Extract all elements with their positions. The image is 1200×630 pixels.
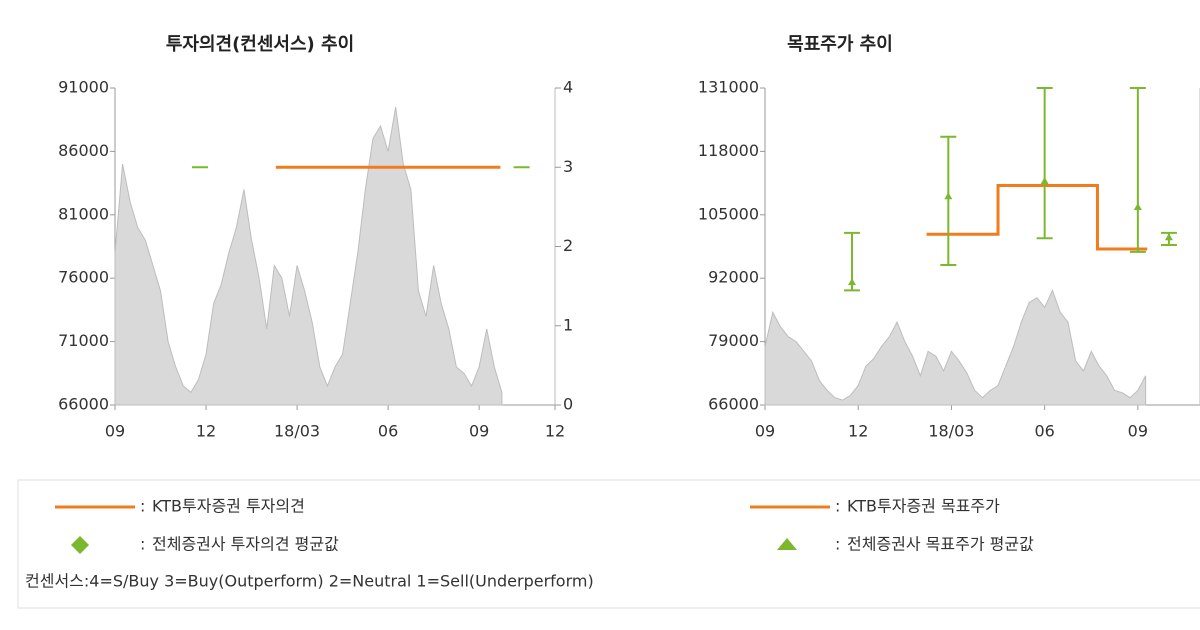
x-tick-label: 09 xyxy=(105,422,125,441)
y-tick-label: 92000 xyxy=(708,268,759,287)
y-tick-label: 81000 xyxy=(58,204,109,223)
avg-triangle xyxy=(1040,177,1049,185)
y2-tick-label: 1 xyxy=(563,315,573,334)
y-tick-label: 79000 xyxy=(708,331,759,350)
x-tick-label: 12 xyxy=(848,422,868,441)
legend-separator: : xyxy=(835,535,840,554)
legend-label: KTB투자증권 목표주가 xyxy=(847,497,1000,516)
x-tick-label: 09 xyxy=(1128,422,1148,441)
x-tick-label: 09 xyxy=(755,422,775,441)
y2-tick-label: 2 xyxy=(563,236,573,255)
y-tick-label: 118000 xyxy=(698,141,759,160)
x-tick-label: 12 xyxy=(545,422,565,441)
legend-separator: : xyxy=(835,497,840,516)
price-area xyxy=(114,106,503,406)
y-tick-label: 91000 xyxy=(58,78,109,97)
y-tick-label: 71000 xyxy=(58,331,109,350)
y-tick-label: 66000 xyxy=(58,395,109,414)
legend-marker xyxy=(777,538,797,550)
y-tick-label: 131000 xyxy=(698,78,759,97)
avg-triangle xyxy=(1133,202,1142,210)
legend-marker xyxy=(71,536,89,554)
avg-triangle xyxy=(1164,233,1173,241)
y-tick-label: 105000 xyxy=(698,204,759,223)
y2-tick-label: 4 xyxy=(563,78,573,97)
y-tick-label: 76000 xyxy=(58,268,109,287)
y2-tick-label: 0 xyxy=(563,395,573,414)
price-area xyxy=(764,289,1147,406)
consensus-note: 컨센서스:4=S/Buy 3=Buy(Outperform) 2=Neutral… xyxy=(25,572,594,591)
legend-box xyxy=(17,479,1200,609)
y2-tick-label: 3 xyxy=(563,157,573,176)
x-tick-label: 12 xyxy=(196,422,216,441)
y-tick-label: 86000 xyxy=(58,141,109,160)
legend-separator: : xyxy=(140,497,145,516)
error-bar xyxy=(940,135,957,267)
error-bar xyxy=(1129,87,1146,253)
x-tick-label: 06 xyxy=(1034,422,1054,441)
chart-title: 투자의견(컨센서스) 추이 xyxy=(166,34,354,55)
x-tick-label: 18/03 xyxy=(928,422,974,441)
ktb-line xyxy=(926,184,1148,251)
x-tick-label: 06 xyxy=(378,422,398,441)
avg-triangle xyxy=(848,278,856,286)
error-bar xyxy=(1036,87,1053,240)
y-tick-label: 66000 xyxy=(708,395,759,414)
chart-title: 목표주가 추이 xyxy=(787,34,893,55)
legend-separator: : xyxy=(140,535,145,554)
avg-triangle xyxy=(944,192,953,200)
legend-label: 전체증권사 목표주가 평균값 xyxy=(847,535,1034,554)
legend-label: 전체증권사 투자의견 평균값 xyxy=(152,535,339,554)
legend-label: KTB투자증권 투자의견 xyxy=(152,497,305,516)
x-tick-label: 09 xyxy=(469,422,489,441)
x-tick-label: 18/03 xyxy=(274,422,320,441)
